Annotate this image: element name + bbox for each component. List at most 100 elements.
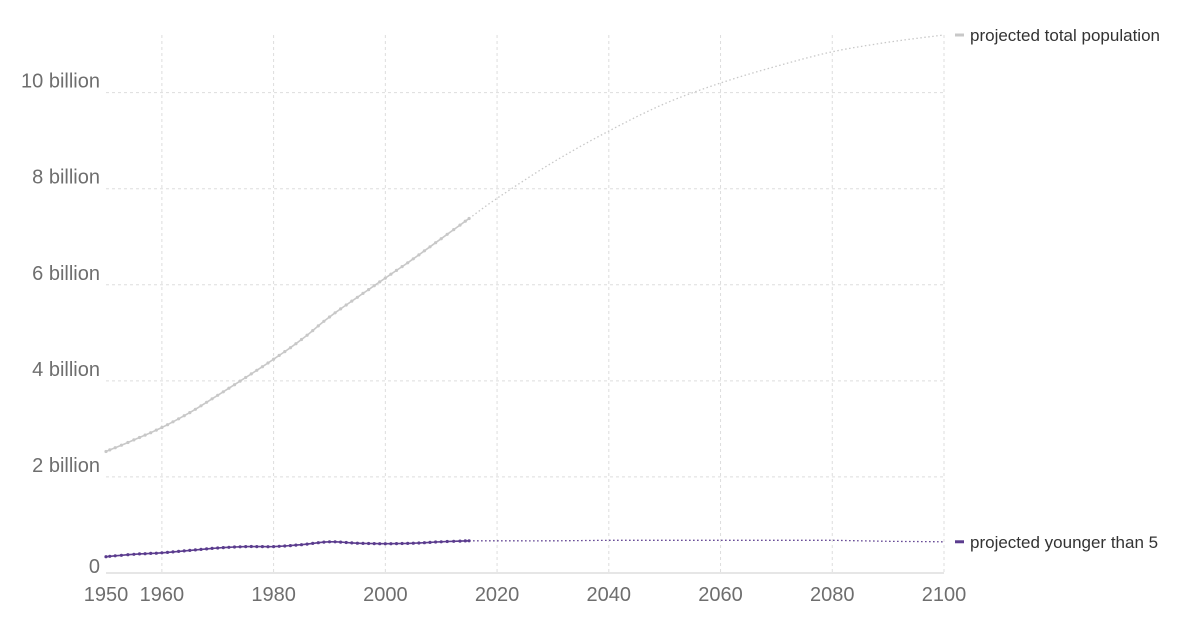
younger-than-5-point <box>350 541 354 545</box>
total-population-point <box>108 448 112 452</box>
x-tick-label: 2020 <box>475 584 520 606</box>
total-population-point <box>132 438 136 442</box>
total-population-point <box>411 257 415 261</box>
total-population-point <box>113 446 117 450</box>
total-population-point <box>154 428 158 432</box>
younger-than-5-point <box>389 542 393 546</box>
total-population-point <box>439 237 443 241</box>
x-tick-label: 2060 <box>698 584 743 606</box>
younger-than-5-point <box>463 539 467 543</box>
younger-than-5-point <box>171 550 175 554</box>
total-population-point <box>434 241 438 245</box>
younger-than-5-point <box>165 550 170 555</box>
total-population-point <box>344 303 348 307</box>
younger-than-5-point <box>160 551 164 555</box>
younger-than-5-point <box>113 554 117 558</box>
y-tick-label: 10 billion <box>21 71 100 93</box>
total-population-point <box>277 353 281 357</box>
younger-than-5-point <box>132 552 136 556</box>
younger-than-5-point <box>188 548 192 553</box>
total-population-point <box>372 284 376 288</box>
total-population-point <box>322 319 326 323</box>
total-population-point <box>210 397 214 401</box>
younger-than-5-point <box>434 540 438 544</box>
younger-than-5-point <box>108 554 112 558</box>
younger-than-5-point <box>394 542 399 546</box>
younger-than-5-point <box>149 551 153 556</box>
younger-than-5-point <box>210 546 214 551</box>
x-tick-label: 2040 <box>587 584 632 606</box>
axis-layer: 1950 1960 1980 2000 2020 2040 2060 2080 2100 0 2 b… <box>21 71 966 606</box>
total-population-legend-label: projected total population <box>970 26 1160 45</box>
total-population-point <box>327 315 332 319</box>
y-tick-label: 8 billion <box>32 167 100 189</box>
younger-than-5-point <box>333 540 337 544</box>
total-population-point <box>227 386 231 390</box>
total-population-point <box>333 311 337 315</box>
younger-than-5-point <box>266 545 270 549</box>
total-population-projected-line <box>468 34 945 220</box>
younger-than-5-point <box>238 545 242 549</box>
y-tick-label: 0 <box>89 556 100 578</box>
younger-than-5-legend-label: projected younger than 5 <box>970 533 1158 552</box>
younger-than-5-point <box>316 541 320 545</box>
total-population-point <box>244 375 248 380</box>
younger-than-5-point <box>445 539 449 544</box>
total-population-point <box>165 423 170 427</box>
younger-than-5-point <box>260 545 264 549</box>
y-tick-label: 2 billion <box>32 455 100 477</box>
younger-than-5-point <box>104 555 108 559</box>
x-tick-label: 1950 <box>84 584 129 606</box>
younger-than-5-point <box>294 543 298 547</box>
younger-than-5-point <box>422 541 426 545</box>
total-population-point <box>266 361 270 365</box>
total-population-point <box>232 383 237 387</box>
younger-than-5-point <box>177 549 181 554</box>
younger-than-5-point <box>327 540 332 544</box>
younger-than-5-point <box>400 541 404 546</box>
younger-than-5-point <box>272 545 276 549</box>
total-population-point <box>389 272 393 276</box>
younger-than-5-point <box>227 545 231 549</box>
total-population-point <box>383 276 387 280</box>
total-population-observed-line <box>105 217 470 453</box>
younger-than-5-projected-line <box>469 539 944 543</box>
total-population-point <box>339 307 343 311</box>
total-population-point <box>422 249 426 253</box>
younger-than-5-point <box>232 545 237 549</box>
younger-than-5-point <box>311 541 315 546</box>
legend-layer: projected total population projected youn… <box>955 26 1160 552</box>
younger-than-5-point <box>193 548 197 552</box>
y-tick-label: 4 billion <box>32 359 100 381</box>
total-population-point <box>137 435 142 440</box>
younger-than-5-point <box>355 541 359 545</box>
total-population-point <box>428 245 432 249</box>
x-tick-label: 1960 <box>140 584 185 606</box>
total-population-point <box>249 372 253 376</box>
total-population-point <box>288 346 292 350</box>
younger-than-5-point <box>249 544 253 549</box>
younger-than-5-point <box>305 542 309 546</box>
total-population-point <box>193 407 197 411</box>
total-population-point <box>463 219 467 223</box>
total-population-point <box>452 228 456 232</box>
younger-than-5-point <box>339 540 343 544</box>
y-tick-label: 6 billion <box>32 263 100 285</box>
x-tick-label: 2100 <box>922 584 967 606</box>
total-population-point <box>305 333 309 337</box>
younger-than-5-point <box>406 541 410 546</box>
x-tick-label: 2080 <box>810 584 855 606</box>
younger-than-5-point <box>428 540 432 545</box>
younger-than-5-point <box>199 547 203 552</box>
younger-than-5-point <box>288 544 292 548</box>
younger-than-5-point <box>322 540 326 544</box>
younger-than-5-point <box>458 539 462 543</box>
series-layer <box>104 34 945 559</box>
total-population-point <box>355 295 359 299</box>
total-population-point <box>149 431 153 435</box>
total-population-point <box>394 268 399 272</box>
total-population-point <box>255 368 259 372</box>
younger-than-5-point <box>372 542 376 546</box>
total-population-point <box>188 411 192 415</box>
